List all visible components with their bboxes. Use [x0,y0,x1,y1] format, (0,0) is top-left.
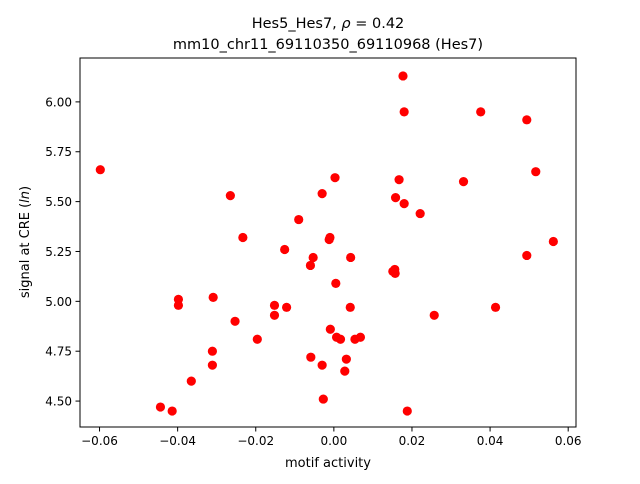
data-point [399,107,409,117]
data-point [331,278,341,288]
y-tick-label: 4.50 [45,395,72,409]
x-tick-label: 0.00 [320,434,347,448]
y-tick-label: 4.75 [45,345,72,359]
y-tick-label: 5.25 [45,245,72,259]
data-point [308,252,318,263]
data-point [207,360,217,370]
data-point [340,366,350,376]
data-point [324,234,334,245]
y-axis-label-suffix: ) [18,186,33,191]
data-point [317,189,327,199]
data-point [476,107,486,117]
data-point [330,173,340,183]
y-tick-label: 5.00 [45,295,72,309]
x-tick-label: 0.04 [477,434,504,448]
data-point [269,310,280,320]
data-point [398,71,408,81]
data-point [415,208,425,219]
data-point [306,352,316,362]
y-axis-label-italic: ln [18,191,33,203]
data-point [341,354,351,364]
data-point [173,300,184,310]
data-point [225,191,235,201]
data-point [207,346,217,356]
data-point [355,332,366,342]
data-point [531,167,541,177]
x-axis-label: motif activity [285,456,371,471]
data-point [522,250,532,261]
y-tick-label: 5.75 [45,145,72,159]
y-axis-ticks: 4.50 4.75 5.00 5.25 5.50 5.75 6.00 [45,95,80,409]
chart-title: Hes5_Hes7, ρ = 0.42 [252,16,405,32]
data-point [325,324,335,334]
x-tick-label: 0.02 [399,434,426,448]
data-points [95,71,558,416]
data-point [208,292,218,302]
data-point [390,193,401,203]
data-point [230,316,240,326]
plot-area-frame [79,57,577,428]
data-point [399,199,409,209]
data-point [95,165,105,175]
y-axis-label: signal at CRE (ln) [18,186,33,298]
data-point [318,394,328,404]
data-point [186,376,196,386]
data-point [522,115,532,125]
data-point [429,310,439,320]
data-point [402,406,412,416]
x-tick-label: −0.04 [159,434,196,448]
data-point [346,252,356,263]
chart-title-rho-value: = 0.42 [351,16,405,32]
data-point [155,402,166,412]
data-point [390,268,400,279]
data-point [282,302,292,312]
chart-subtitle: mm10_chr11_69110350_69110968 (Hes7) [173,37,483,53]
data-point [335,334,346,344]
x-tick-label: −0.02 [237,434,274,448]
y-tick-label: 6.00 [45,95,72,109]
data-point [280,244,290,255]
data-point [238,232,248,243]
data-point [345,302,355,312]
chart-title-rho-symbol: ρ [341,16,351,32]
chart-title-main: Hes5_Hes7, [252,16,342,32]
x-tick-label: −0.06 [81,434,118,448]
data-point [458,177,469,187]
data-point [490,302,501,312]
data-point [317,360,327,370]
data-point [548,236,558,247]
data-point [305,260,316,271]
data-point [269,300,280,310]
data-point [167,406,177,416]
x-tick-label: 0.06 [555,434,582,448]
data-point [294,214,304,225]
data-point [394,175,404,185]
y-tick-label: 5.50 [45,195,72,209]
data-point [252,334,262,344]
x-axis-ticks: −0.06 −0.04 −0.02 0.00 0.02 0.04 0.06 [81,427,582,448]
y-axis-label-prefix: signal at CRE ( [18,203,33,298]
